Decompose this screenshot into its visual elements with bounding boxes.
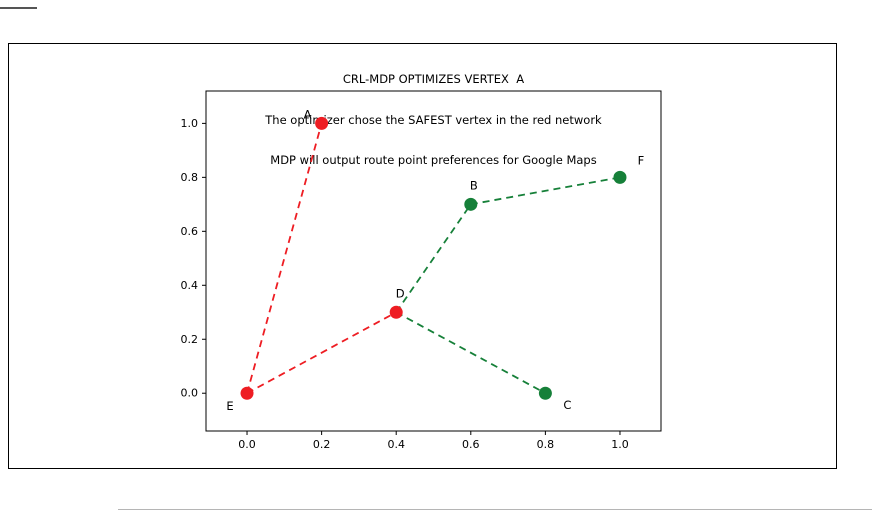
axes-frame bbox=[205, 90, 662, 432]
y-tick-label: 0.2 bbox=[181, 333, 199, 346]
x-tick-label: 0.2 bbox=[313, 438, 331, 451]
edge-D-B bbox=[395, 203, 472, 313]
x-tick-label: 0.4 bbox=[387, 438, 405, 451]
node-D bbox=[389, 305, 403, 319]
node-label-F: F bbox=[638, 153, 645, 167]
node-E bbox=[240, 386, 254, 400]
x-tick-label: 0.8 bbox=[537, 438, 555, 451]
page-edge-line-bottom bbox=[118, 509, 872, 510]
chart-title-line-2: The optimizer chose the SAFEST vertex in… bbox=[265, 112, 602, 127]
y-tick-label: 0.4 bbox=[181, 279, 199, 292]
node-label-E: E bbox=[226, 399, 233, 413]
x-tick-label: 0.6 bbox=[462, 438, 480, 451]
chart-title-line-3: MDP will output route point preferences … bbox=[270, 153, 597, 167]
page-edge-line-top bbox=[0, 7, 37, 9]
edge-E-A bbox=[246, 123, 323, 394]
figure-frame: CRL-MDP OPTIMIZES VERTEX A The optimizer… bbox=[8, 43, 837, 469]
node-label-B: B bbox=[470, 178, 478, 192]
node-label-A: A bbox=[304, 107, 312, 121]
chart-title-line-1: CRL-MDP OPTIMIZES VERTEX A bbox=[342, 72, 525, 86]
node-C bbox=[538, 386, 552, 400]
y-tick-label: 1.0 bbox=[181, 117, 199, 130]
edge-E-D bbox=[246, 311, 397, 395]
node-label-D: D bbox=[396, 286, 405, 300]
node-B bbox=[464, 197, 478, 211]
chart-title-block: CRL-MDP OPTIMIZES VERTEX A The optimizer… bbox=[206, 46, 661, 195]
x-tick-label: 0.0 bbox=[238, 438, 256, 451]
edge-D-C bbox=[395, 311, 546, 395]
y-tick-label: 0.8 bbox=[181, 171, 199, 184]
y-tick-label: 0.0 bbox=[181, 387, 199, 400]
node-F bbox=[613, 170, 627, 184]
edge-B-F bbox=[470, 176, 621, 206]
x-tick-label: 1.0 bbox=[611, 438, 629, 451]
network-plot: 0.0 0.2 0.4 0.6 0.8 1.0 0.0 0.2 0.4 0.6 0.8 1.0 A B C D… bbox=[181, 90, 662, 451]
node-label-C: C bbox=[563, 398, 571, 412]
node-A bbox=[315, 116, 329, 130]
y-tick-label: 0.6 bbox=[181, 225, 199, 238]
